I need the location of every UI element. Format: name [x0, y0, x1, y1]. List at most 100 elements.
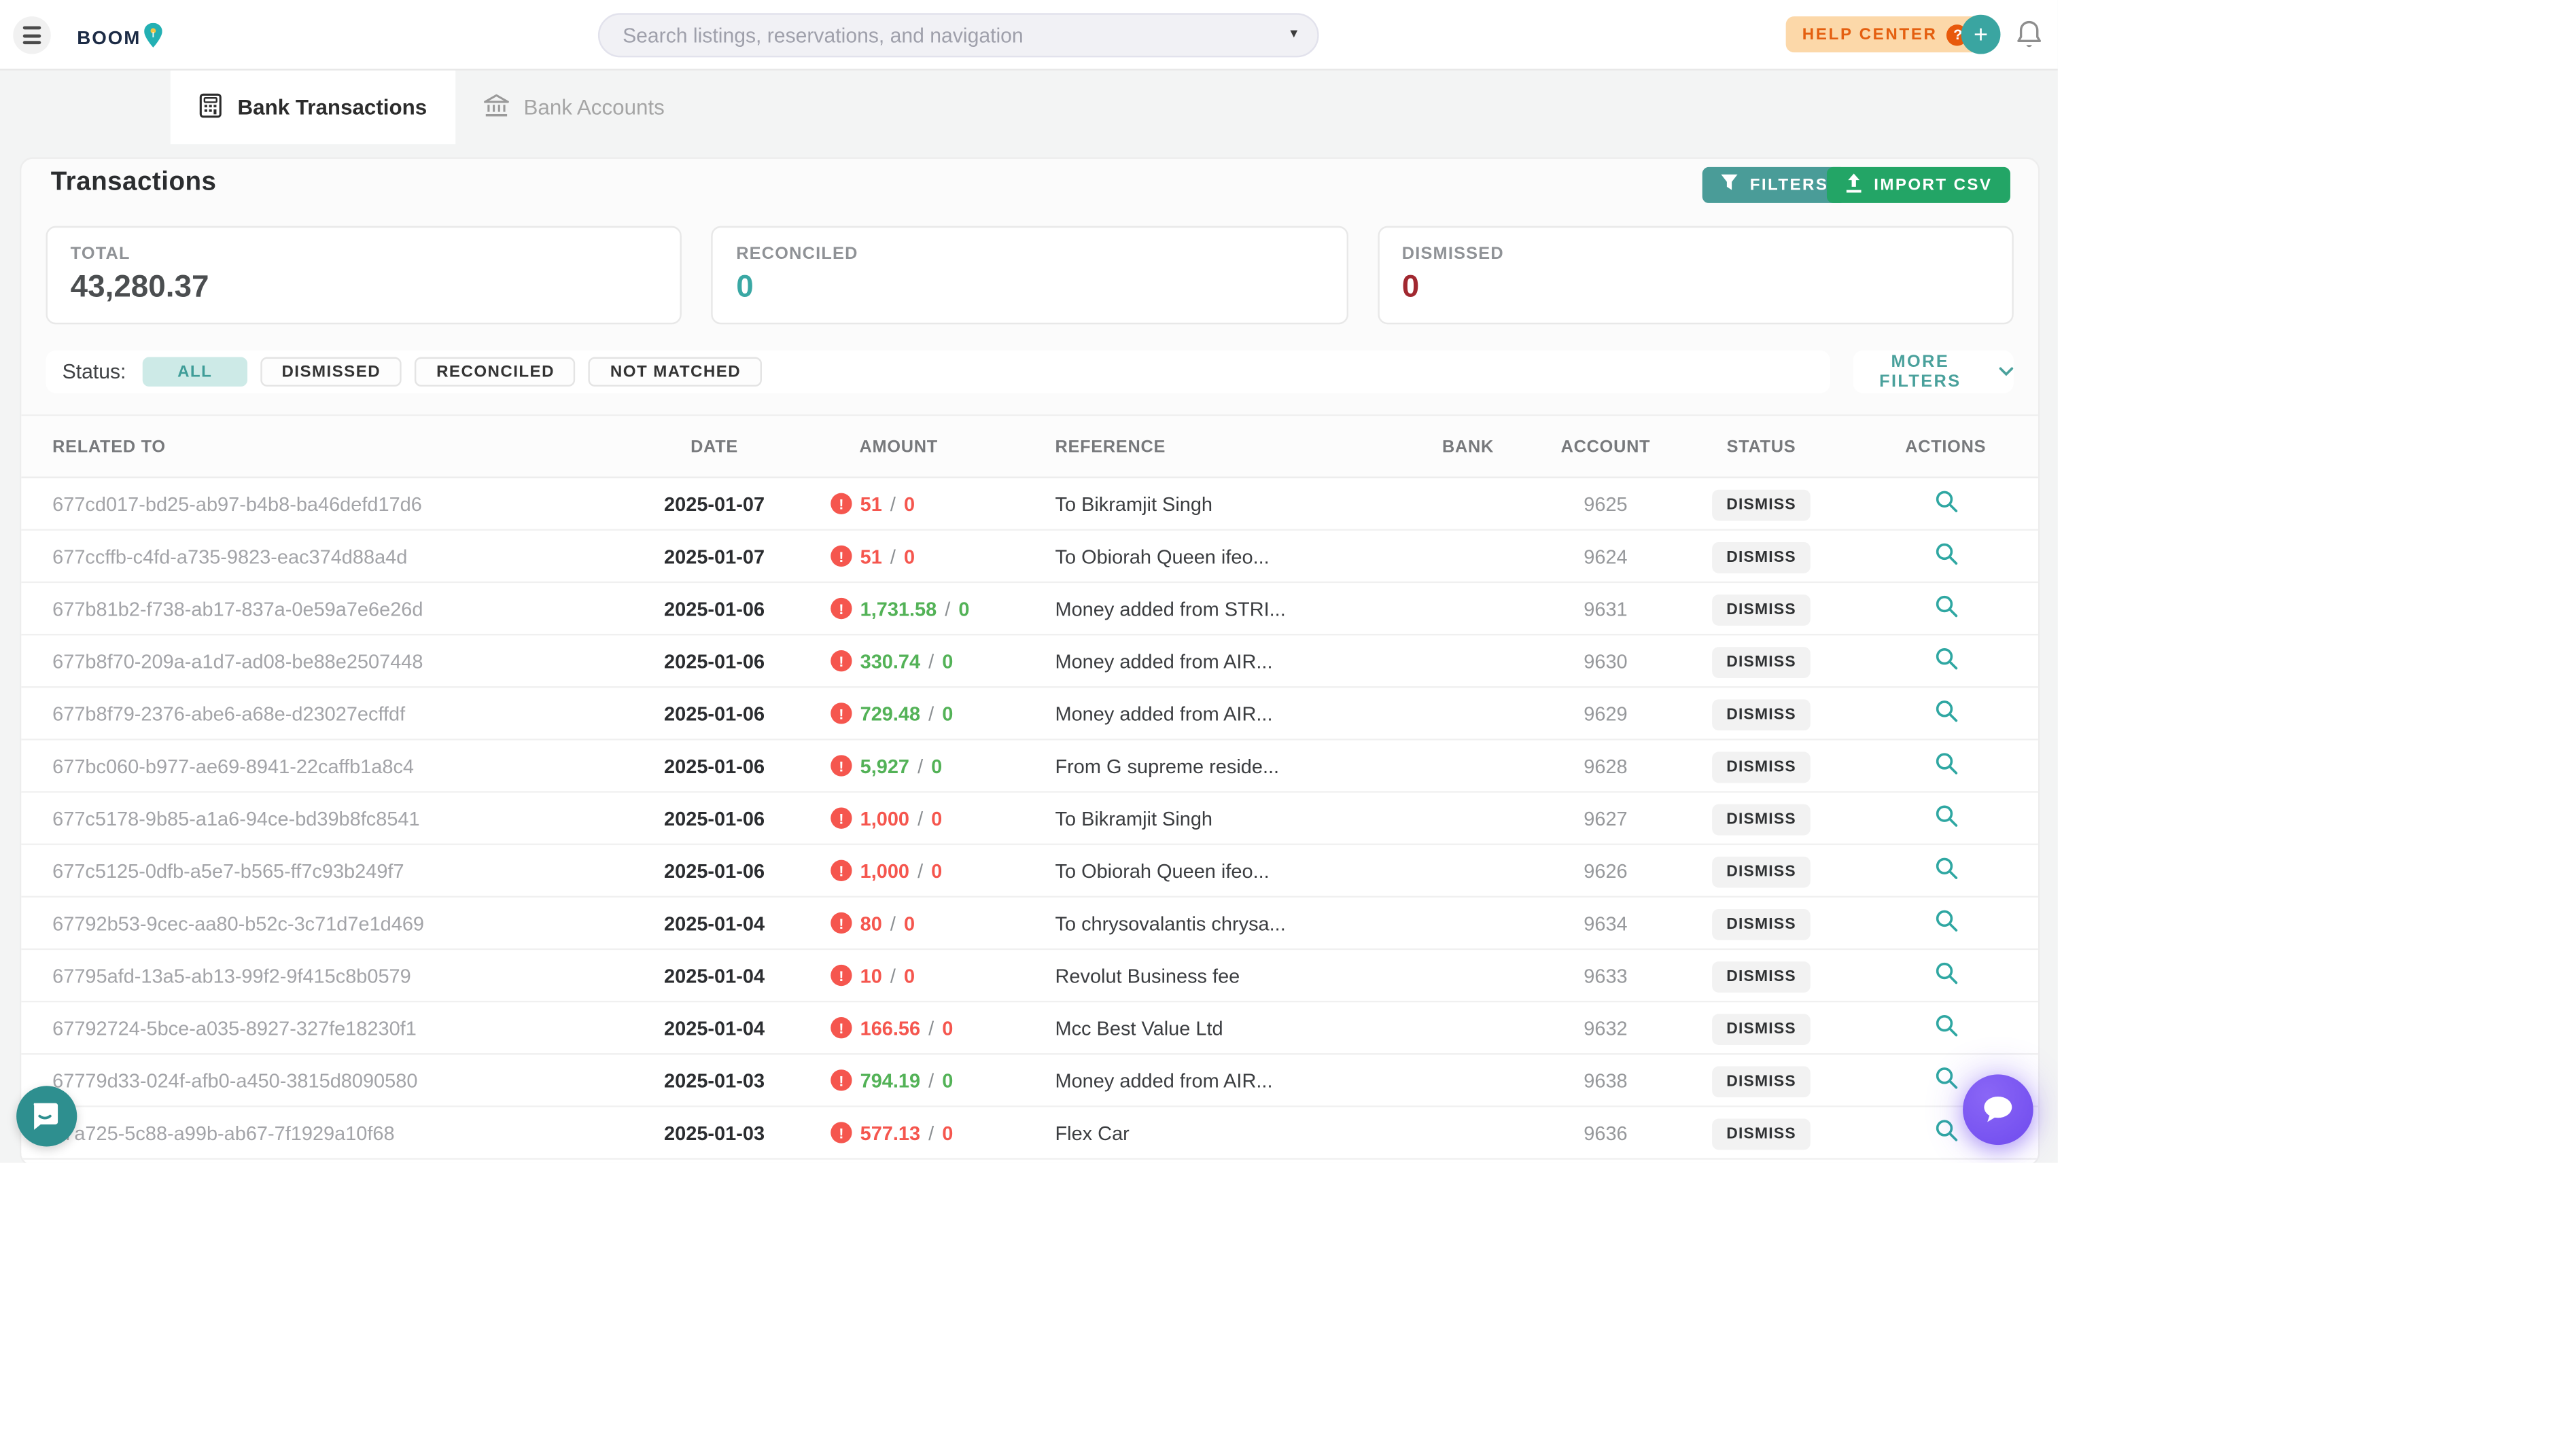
dismiss-button[interactable]: DISMISS	[1712, 908, 1811, 940]
bank-icon	[483, 92, 509, 122]
table-row[interactable]: 677c5125-0dfb-a5e7-b565-ff7c93b249f7 202…	[21, 845, 2038, 898]
inspect-magnifier-icon[interactable]	[1931, 539, 1960, 573]
dismiss-button[interactable]: DISMISS	[1712, 856, 1811, 887]
actions-cell	[1853, 486, 2038, 521]
amount-matched-value: 0	[904, 912, 915, 935]
inspect-magnifier-icon[interactable]	[1931, 801, 1960, 836]
unmatched-alert-icon: !	[831, 703, 852, 724]
summary-value: 0	[736, 270, 1323, 306]
summary-label: RECONCILED	[736, 244, 1323, 264]
related-to-cell: 677b8f79-2376-abe6-a68e-d23027ecffdf	[52, 702, 632, 725]
date-cell: 2025-01-07	[633, 492, 797, 515]
summary-value: 0	[1402, 270, 1989, 306]
chat-widget-button-right[interactable]	[1963, 1074, 2033, 1145]
column-header-related-to: RELATED TO	[52, 436, 632, 456]
amount-value: 51	[860, 492, 882, 515]
unmatched-alert-icon: !	[831, 912, 852, 934]
actions-cell	[1853, 696, 2038, 731]
table-row[interactable]: 677cd017-bd25-ab97-b4b8-ba46defd17d6 202…	[21, 478, 2038, 531]
dismiss-button[interactable]: DISMISS	[1712, 1065, 1811, 1097]
table-row[interactable]: 677ccffb-c4fd-a735-9823-eac374d88a4d 202…	[21, 531, 2038, 583]
dismiss-button[interactable]: DISMISS	[1712, 698, 1811, 730]
table-row[interactable]: 677b81b2-f738-ab17-837a-0e59a7e6e26d 202…	[21, 583, 2038, 635]
tab-strip: Bank Transactions Bank Accounts	[0, 71, 2058, 144]
status-filter-reconciled[interactable]: RECONCILED	[415, 357, 576, 387]
table-row[interactable]: 77a725-5c88-a99b-ab67-7f1929a10f68 2025-…	[21, 1107, 2038, 1160]
actions-cell	[1853, 643, 2038, 678]
dismiss-button[interactable]: DISMISS	[1712, 489, 1811, 520]
table-row[interactable]: 67792724-5bce-a035-8927-327fe18230f1 202…	[21, 1002, 2038, 1054]
inspect-magnifier-icon[interactable]	[1931, 958, 1960, 993]
dismiss-button[interactable]: DISMISS	[1712, 594, 1811, 625]
status-cell: DISMISS	[1670, 906, 1853, 939]
amount-cell: ! 1,000 / 0	[797, 859, 1001, 882]
inspect-magnifier-icon[interactable]	[1931, 906, 1960, 940]
inspect-magnifier-icon[interactable]	[1931, 853, 1960, 888]
actions-cell	[1853, 749, 2038, 783]
status-filter-dismissed[interactable]: DISMISSED	[260, 357, 402, 387]
dismiss-button[interactable]: DISMISS	[1712, 961, 1811, 992]
inspect-magnifier-icon[interactable]	[1931, 1063, 1960, 1098]
inspect-magnifier-icon[interactable]	[1931, 486, 1960, 521]
stage: BOOM ▾ HELP CENTER ? +	[0, 0, 2569, 1456]
tab-bank-transactions[interactable]: Bank Transactions	[171, 71, 455, 144]
inspect-magnifier-icon[interactable]	[1931, 1010, 1960, 1045]
amount-separator: /	[890, 964, 896, 987]
amount-matched-value: 0	[904, 545, 915, 568]
table-row[interactable]: 677c5178-9b85-a1a6-94ce-bd39b8fc8541 202…	[21, 793, 2038, 845]
amount-cell: ! 794.19 / 0	[797, 1069, 1001, 1092]
status-filter-all[interactable]: ALL	[143, 357, 247, 387]
reference-cell: Flex Car	[1001, 1121, 1395, 1144]
more-filters-button[interactable]: MORE FILTERS	[1853, 351, 2014, 393]
import-csv-button[interactable]: IMPORT CSV	[1826, 167, 2010, 203]
inspect-magnifier-icon[interactable]	[1931, 696, 1960, 731]
amount-value: 577.13	[860, 1121, 920, 1144]
dismiss-button[interactable]: DISMISS	[1712, 803, 1811, 834]
amount-cell: ! 80 / 0	[797, 912, 1001, 935]
inspect-magnifier-icon[interactable]	[1931, 1116, 1960, 1150]
inspect-magnifier-icon[interactable]	[1931, 749, 1960, 783]
dismiss-button[interactable]: DISMISS	[1712, 541, 1811, 573]
notifications-bell-icon[interactable]	[2014, 20, 2043, 51]
table-row[interactable]: 677b8f79-2376-abe6-a68e-d23027ecffdf 202…	[21, 688, 2038, 740]
dismiss-button[interactable]: DISMISS	[1712, 751, 1811, 782]
table-row[interactable]: 677bc060-b977-ae69-8941-22caffb1a8c4 202…	[21, 741, 2038, 793]
table-row[interactable]: 67779d33-024f-afb0-a450-3815d8090580 202…	[21, 1054, 2038, 1107]
hamburger-menu-button[interactable]	[13, 16, 50, 54]
table-row[interactable]: 67792b53-9cec-aa80-b52c-3c71d7e1d469 202…	[21, 898, 2038, 950]
table-row[interactable]: 67795afd-13a5-ab13-99f2-9f415c8b0579 202…	[21, 950, 2038, 1002]
dismiss-button[interactable]: DISMISS	[1712, 646, 1811, 677]
amount-separator: /	[945, 597, 950, 620]
related-to-cell: 677bc060-b977-ae69-8941-22caffb1a8c4	[52, 754, 632, 777]
dismiss-button[interactable]: DISMISS	[1712, 1118, 1811, 1149]
actions-cell	[1853, 801, 2038, 836]
more-filters-label: MORE FILTERS	[1853, 352, 1988, 391]
account-cell: 9638	[1541, 1069, 1669, 1092]
date-cell: 2025-01-06	[633, 806, 797, 830]
help-center-button[interactable]: HELP CENTER ?	[1786, 16, 1982, 52]
amount-cell: ! 51 / 0	[797, 492, 1001, 515]
account-cell: 9628	[1541, 754, 1669, 777]
amount-matched-value: 0	[942, 650, 953, 673]
column-header-reference: REFERENCE	[1001, 436, 1395, 456]
status-cell: DISMISS	[1670, 1116, 1853, 1149]
column-header-account: ACCOUNT	[1541, 436, 1669, 456]
status-chip-group: ALL DISMISSED RECONCILED NOT MATCHED	[143, 357, 763, 387]
account-cell: 9629	[1541, 702, 1669, 725]
search-dropdown-caret-icon[interactable]: ▾	[1290, 24, 1297, 43]
add-new-button[interactable]: +	[1961, 15, 2001, 54]
reference-cell: To Obiorah Queen ifeo...	[1001, 859, 1395, 882]
inspect-magnifier-icon[interactable]	[1931, 643, 1960, 678]
dismiss-button[interactable]: DISMISS	[1712, 1013, 1811, 1044]
search-input[interactable]	[623, 15, 1261, 56]
date-cell: 2025-01-04	[633, 912, 797, 935]
chat-widget-button-left[interactable]	[16, 1086, 77, 1146]
filters-button[interactable]: FILTERS	[1702, 167, 1847, 203]
status-filter-not-matched[interactable]: NOT MATCHED	[589, 357, 763, 387]
amount-matched-value: 0	[942, 1121, 953, 1144]
inspect-magnifier-icon[interactable]	[1931, 591, 1960, 626]
summary-label: DISMISSED	[1402, 244, 1989, 264]
app-logo[interactable]: BOOM	[77, 23, 162, 56]
tab-bank-accounts[interactable]: Bank Accounts	[455, 71, 693, 144]
table-row[interactable]: 677b8f70-209a-a1d7-ad08-be88e2507448 202…	[21, 635, 2038, 688]
